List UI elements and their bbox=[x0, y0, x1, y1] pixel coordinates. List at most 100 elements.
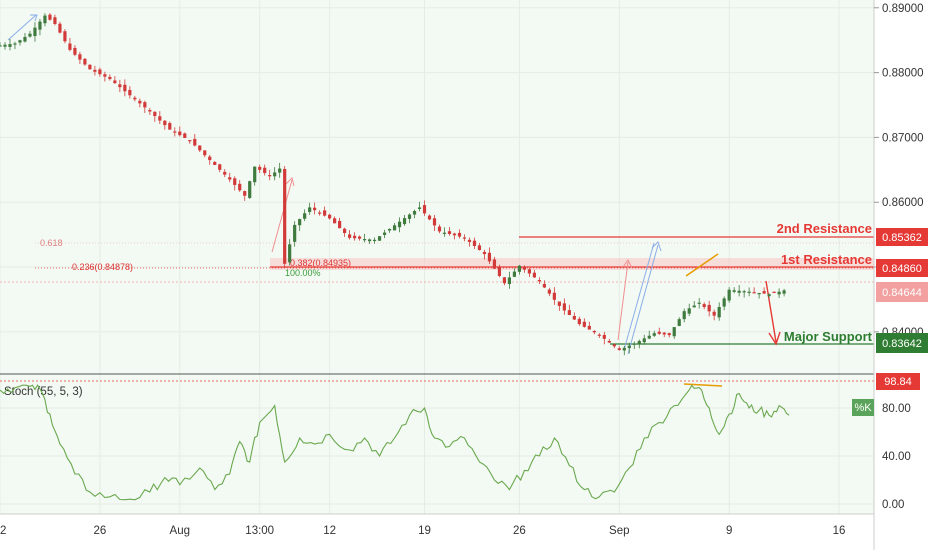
candle-body bbox=[367, 239, 372, 242]
candle-body bbox=[502, 277, 507, 284]
stoch-upper-tag bbox=[876, 373, 920, 390]
time-tick-label: 26 bbox=[93, 525, 106, 537]
candle-body bbox=[462, 237, 467, 239]
bounce-arrow-sep-red bbox=[617, 261, 629, 341]
candle-body bbox=[467, 239, 472, 242]
candle-body bbox=[392, 225, 397, 231]
candle-body bbox=[442, 232, 447, 234]
candle-body bbox=[78, 54, 82, 60]
candle-body bbox=[48, 14, 52, 20]
candle-body bbox=[712, 311, 716, 316]
candlestick-series bbox=[0, 13, 786, 356]
candle-body bbox=[447, 231, 452, 234]
candle-body bbox=[762, 291, 766, 294]
candle-body bbox=[283, 168, 287, 264]
candle-body bbox=[532, 272, 536, 278]
candle-body bbox=[492, 259, 497, 269]
candle-body bbox=[697, 302, 701, 304]
candle-body bbox=[268, 175, 272, 177]
candle-body bbox=[777, 291, 781, 295]
stoch-tick-label: 80.00 bbox=[882, 403, 911, 415]
candle-body bbox=[58, 23, 62, 33]
candle-body bbox=[652, 333, 656, 336]
candle-body bbox=[537, 280, 541, 282]
time-tick-label: Sep bbox=[609, 525, 629, 537]
candle-body bbox=[288, 244, 292, 263]
candle-body bbox=[657, 331, 661, 334]
candle-body bbox=[143, 102, 147, 108]
time-tick-label: 22 bbox=[0, 525, 6, 537]
candle-body bbox=[732, 290, 736, 292]
price-tick-label: 0.86000 bbox=[882, 197, 924, 209]
candle-body bbox=[647, 335, 651, 339]
candle-body bbox=[452, 233, 457, 236]
candle-body bbox=[552, 292, 556, 300]
candle-body bbox=[98, 69, 102, 75]
bounce-arrow-sep-red-head bbox=[622, 259, 633, 269]
current-price-value: 0.84644 bbox=[882, 287, 922, 299]
candle-body bbox=[73, 47, 77, 55]
candle-body bbox=[38, 21, 42, 30]
stoch-tick-label: 40.00 bbox=[882, 451, 911, 463]
candle-body bbox=[3, 44, 7, 47]
candle-body bbox=[178, 131, 182, 136]
candle-body bbox=[567, 310, 571, 316]
candle-body bbox=[148, 109, 152, 112]
candle-body bbox=[273, 172, 277, 177]
candle-body bbox=[727, 289, 731, 301]
candle-body bbox=[622, 347, 626, 351]
candle-body bbox=[298, 219, 302, 226]
candle-body bbox=[123, 84, 127, 92]
stoch-tick-label: 0.00 bbox=[882, 499, 904, 511]
candle-body bbox=[607, 340, 611, 343]
price-tick-label: 0.88000 bbox=[882, 68, 924, 80]
candle-body bbox=[722, 298, 726, 307]
candle-body bbox=[687, 308, 691, 314]
candle-body bbox=[128, 89, 132, 96]
candle-body bbox=[338, 220, 342, 229]
candle-body bbox=[737, 290, 741, 293]
candle-body bbox=[602, 334, 606, 339]
candle-body bbox=[402, 218, 407, 225]
candle-body bbox=[163, 120, 167, 126]
candle-body bbox=[113, 80, 117, 84]
candle-body bbox=[83, 58, 87, 65]
candle-body bbox=[343, 228, 347, 234]
candle-body bbox=[372, 239, 377, 242]
candle-body bbox=[547, 289, 551, 294]
candle-body bbox=[138, 100, 142, 104]
candle-body bbox=[328, 214, 332, 219]
candle-body bbox=[258, 166, 262, 170]
candle-body bbox=[382, 232, 387, 235]
stoch-axis: 80.00 40.00 0.00 bbox=[882, 403, 911, 511]
candle-body bbox=[8, 44, 12, 47]
candle-body bbox=[422, 205, 427, 214]
candle-body bbox=[772, 291, 776, 293]
candle-body bbox=[323, 210, 327, 216]
candle-body bbox=[662, 332, 666, 335]
candle-body bbox=[308, 207, 312, 212]
candle-body bbox=[517, 265, 522, 272]
bounce-arrow-aug-head bbox=[285, 177, 295, 187]
candle-body bbox=[522, 266, 526, 270]
candle-body bbox=[23, 36, 27, 42]
candle-body bbox=[158, 116, 162, 121]
candle-body bbox=[352, 235, 357, 239]
fib-618-label: 0.618 bbox=[40, 238, 63, 248]
candle-body bbox=[747, 291, 751, 293]
time-tick-label: 13:00 bbox=[245, 525, 274, 537]
candle-body bbox=[512, 271, 517, 277]
candle-body bbox=[457, 232, 462, 237]
candle-body bbox=[782, 290, 786, 294]
candle-body bbox=[482, 251, 487, 255]
divergence-line-price bbox=[685, 253, 719, 277]
stoch-k-label: %K bbox=[854, 402, 872, 414]
candle-body bbox=[627, 345, 631, 349]
time-tick-label: 12 bbox=[323, 525, 336, 537]
candle-body bbox=[198, 145, 202, 151]
candle-body bbox=[93, 69, 97, 72]
candle-body bbox=[103, 74, 107, 77]
candle-body bbox=[53, 17, 57, 24]
candle-body bbox=[263, 167, 267, 174]
